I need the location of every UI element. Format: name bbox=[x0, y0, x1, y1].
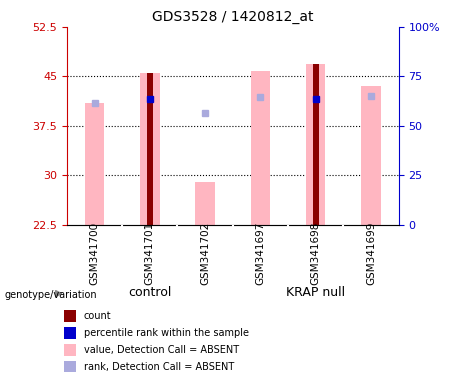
Text: KRAP null: KRAP null bbox=[286, 286, 345, 299]
Text: GSM341702: GSM341702 bbox=[200, 222, 210, 285]
FancyBboxPatch shape bbox=[64, 344, 76, 356]
Text: value, Detection Call = ABSENT: value, Detection Call = ABSENT bbox=[84, 345, 239, 355]
Text: GSM341699: GSM341699 bbox=[366, 222, 376, 285]
Bar bbox=[313, 65, 319, 225]
Bar bbox=[147, 73, 153, 225]
Bar bbox=[251, 71, 270, 225]
Text: count: count bbox=[84, 311, 112, 321]
Text: percentile rank within the sample: percentile rank within the sample bbox=[84, 328, 249, 338]
Text: control: control bbox=[128, 286, 171, 299]
Text: GSM341701: GSM341701 bbox=[145, 222, 155, 285]
Title: GDS3528 / 1420812_at: GDS3528 / 1420812_at bbox=[152, 10, 313, 25]
Bar bbox=[306, 65, 325, 225]
Text: GSM341700: GSM341700 bbox=[89, 222, 100, 285]
FancyBboxPatch shape bbox=[64, 310, 76, 322]
Bar bbox=[195, 182, 215, 225]
FancyBboxPatch shape bbox=[64, 327, 76, 339]
Text: GSM341698: GSM341698 bbox=[311, 222, 321, 285]
FancyBboxPatch shape bbox=[64, 361, 76, 372]
Bar bbox=[361, 86, 381, 225]
Text: GSM341697: GSM341697 bbox=[255, 222, 266, 285]
Bar bbox=[140, 73, 160, 225]
Text: genotype/variation: genotype/variation bbox=[5, 290, 97, 300]
Bar bbox=[85, 103, 104, 225]
Text: rank, Detection Call = ABSENT: rank, Detection Call = ABSENT bbox=[84, 362, 234, 372]
